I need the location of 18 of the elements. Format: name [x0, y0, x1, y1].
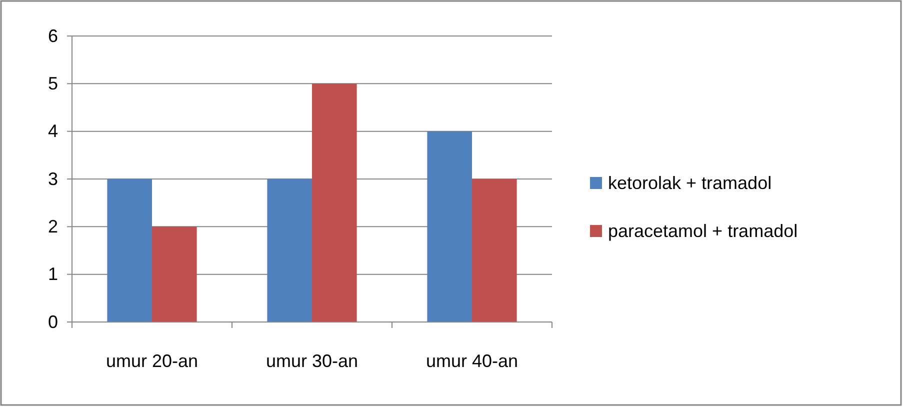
bar: [312, 84, 357, 322]
legend-label: paracetamol + tramadol: [608, 221, 798, 241]
x-tick-label: umur 20-an: [106, 351, 198, 371]
bar: [267, 179, 312, 322]
bar: [472, 179, 517, 322]
y-tick-label: 2: [48, 216, 58, 236]
y-tick-label: 4: [48, 121, 58, 142]
y-tick-label: 5: [48, 73, 58, 94]
bar: [427, 131, 472, 322]
y-tick-label: 3: [48, 168, 58, 189]
x-tick-label: umur 40-an: [426, 351, 518, 371]
y-tick-label: 1: [48, 264, 58, 284]
bar: [152, 226, 197, 322]
bar: [107, 179, 152, 322]
y-tick-label: 6: [48, 26, 58, 46]
legend-label: ketorolak + tramadol: [608, 173, 772, 193]
x-tick-label: umur 30-an: [266, 351, 358, 371]
y-tick-label: 0: [48, 312, 58, 332]
